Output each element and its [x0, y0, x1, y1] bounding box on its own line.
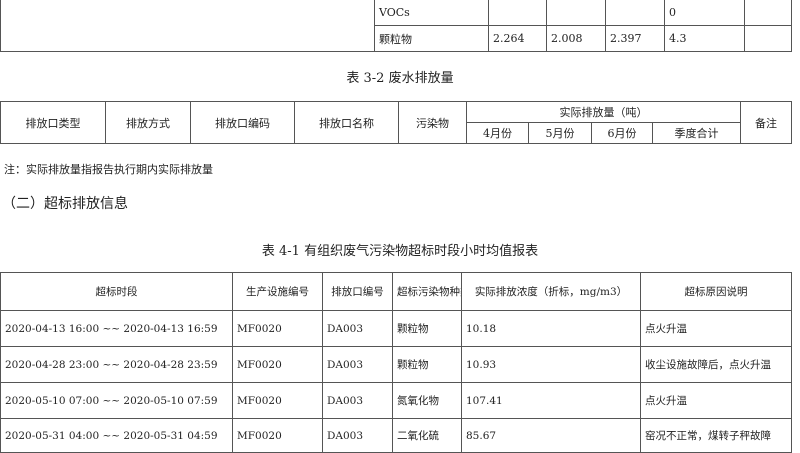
header-reason: 超标原因说明 — [640, 272, 792, 311]
header-total: 季度合计 — [652, 122, 741, 144]
table-row: 颗粒物 2.264 2.008 2.397 4.3 — [1, 25, 792, 52]
table-row: 2020-05-10 07:00 ~~ 2020-05-10 07:59 MF0… — [0, 382, 792, 419]
empty-cell — [0, 0, 375, 52]
header-outlet-name: 排放口名称 — [294, 101, 399, 144]
header-actual: 实际排放量（吨） — [466, 101, 741, 123]
header-pollutant: 超标污染物种类 — [392, 272, 462, 311]
pollutant-cell: 二氧化硫 — [392, 418, 462, 453]
m4-cell — [488, 0, 547, 26]
header-concentration: 实际排放浓度（折标，mg/m3） — [461, 272, 641, 311]
outlet-cell: DA003 — [322, 346, 393, 383]
pollutant-cell: 颗粒物 — [392, 310, 462, 347]
table-row: 2020-04-28 23:00 ~~ 2020-04-28 23:59 MF0… — [0, 346, 792, 383]
header-method: 排放方式 — [105, 101, 191, 144]
reason-cell: 点火升温 — [640, 310, 792, 347]
header-row: 排放口类型 排放方式 排放口编码 排放口名称 污染物 实际排放量（吨） 备注 — [0, 101, 792, 144]
header-note: 备注 — [740, 101, 792, 144]
header-m4: 4月份 — [466, 122, 529, 144]
header-m6: 6月份 — [591, 122, 653, 144]
m6-cell — [605, 0, 665, 26]
period-cell: 2020-05-10 07:00 ~~ 2020-05-10 07:59 — [0, 382, 233, 419]
facility-cell: MF0020 — [232, 310, 323, 347]
reason-cell: 窑况不正常，煤转子秤故障 — [640, 418, 792, 453]
table-4-1: 超标时段 生产设施编号 排放口编号 超标污染物种类 实际排放浓度（折标，mg/m… — [0, 272, 792, 453]
note-cell — [744, 0, 792, 26]
footnote: 注：实际排放量指报告执行期内实际排放量 — [4, 163, 213, 176]
pollutant-cell: 氮氧化物 — [392, 382, 462, 419]
total-cell: 4.3 — [664, 25, 745, 52]
concentration-cell: 107.41 — [461, 382, 641, 419]
pollutant-cell: VOCs — [374, 0, 489, 26]
header-m5: 5月份 — [528, 122, 592, 144]
note-cell — [744, 25, 792, 52]
m4-cell: 2.264 — [488, 25, 547, 52]
section-heading: （二）超标排放信息 — [2, 196, 128, 212]
m5-cell: 2.008 — [546, 25, 606, 52]
header-period: 超标时段 — [0, 272, 233, 311]
table-row: 2020-05-31 04:00 ~~ 2020-05-31 04:59 MF0… — [0, 418, 792, 453]
period-cell: 2020-04-28 23:00 ~~ 2020-04-28 23:59 — [0, 346, 233, 383]
concentration-cell: 85.67 — [461, 418, 641, 453]
concentration-cell: 10.93 — [461, 346, 641, 383]
pollutant-cell: 颗粒物 — [374, 25, 489, 52]
m5-cell — [546, 0, 606, 26]
period-cell: 2020-04-13 16:00 ~~ 2020-04-13 16:59 — [0, 310, 233, 347]
header-outlet-code: 排放口编码 — [190, 101, 295, 144]
table-4-1-title: 表 4-1 有组织废气污染物超标时段小时均值报表 — [261, 244, 539, 259]
outlet-cell: DA003 — [322, 310, 393, 347]
reason-cell: 收尘设施故障后，点火升温 — [640, 346, 792, 383]
table-row: VOCs 0 — [0, 0, 792, 52]
header-facility: 生产设施编号 — [232, 272, 323, 311]
pollutant-cell: 颗粒物 — [392, 346, 462, 383]
table-3-2: 排放口类型 排放方式 排放口编码 排放口名称 污染物 实际排放量（吨） 备注 4… — [0, 101, 792, 144]
header-row: 4月份 5月份 6月份 季度合计 — [1, 122, 792, 144]
facility-cell: MF0020 — [232, 382, 323, 419]
facility-cell: MF0020 — [232, 418, 323, 453]
outlet-cell: DA003 — [322, 382, 393, 419]
reason-cell: 点火升温 — [640, 382, 792, 419]
table-row: 2020-04-13 16:00 ~~ 2020-04-13 16:59 MF0… — [0, 310, 792, 347]
facility-cell: MF0020 — [232, 346, 323, 383]
total-cell: 0 — [664, 0, 745, 26]
header-row: 超标时段 生产设施编号 排放口编号 超标污染物种类 实际排放浓度（折标，mg/m… — [0, 272, 792, 311]
header-outlet-type: 排放口类型 — [0, 101, 106, 144]
table-3-2-title: 表 3-2 废水排放量 — [346, 71, 454, 86]
table-3-1-tail: VOCs 0 颗粒物 2.264 2.008 2.397 4.3 — [0, 0, 792, 52]
period-cell: 2020-05-31 04:00 ~~ 2020-05-31 04:59 — [0, 418, 233, 453]
outlet-cell: DA003 — [322, 418, 393, 453]
header-outlet: 排放口编号 — [322, 272, 393, 311]
header-pollutant: 污染物 — [398, 101, 467, 144]
concentration-cell: 10.18 — [461, 310, 641, 347]
m6-cell: 2.397 — [605, 25, 665, 52]
